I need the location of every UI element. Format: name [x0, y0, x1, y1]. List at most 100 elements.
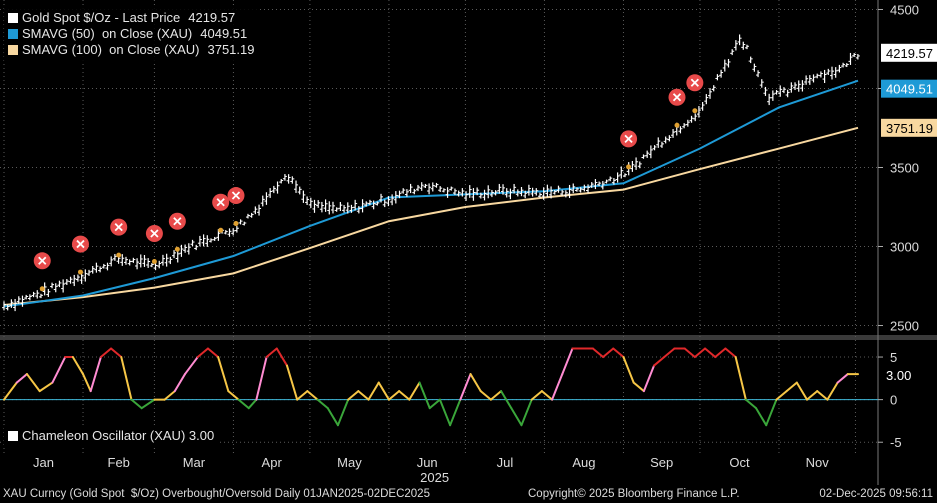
oscillator-segment	[82, 373, 92, 393]
oscillator-segment	[510, 407, 523, 427]
signal-dot	[692, 108, 698, 114]
signal-marker-cross	[231, 191, 241, 200]
oscillator-segment	[755, 407, 768, 427]
oscillator-segment	[663, 347, 676, 359]
oscillator-segment	[765, 398, 778, 427]
x-tick-label: Apr	[262, 455, 283, 470]
oscillator-legend-label: Chameleon Oscillator (XAU) 3.00	[22, 428, 215, 443]
oscillator-segment	[632, 381, 645, 393]
oscillator-segment	[183, 356, 199, 376]
signal-marker-cross	[624, 134, 633, 144]
signal-marker-cross	[150, 229, 159, 238]
signal-dot	[218, 227, 224, 233]
oscillator-segment	[489, 390, 503, 401]
oscillator-segment	[285, 364, 299, 401]
oscillator-segment	[140, 398, 156, 410]
panel-separator	[0, 335, 937, 340]
oscillator-segment	[89, 356, 102, 393]
osc-y-tick-label: 0	[890, 393, 897, 408]
signal-dot	[39, 286, 45, 292]
oscillator-segment	[38, 381, 54, 393]
oscillator-segment	[795, 381, 809, 401]
oscillator-segment	[387, 390, 401, 401]
footer-bar: XAU Curncy (Gold Spot $/Oz) Overbought/O…	[0, 485, 937, 503]
oscillator-segment	[683, 347, 696, 359]
x-tick-label: Feb	[108, 455, 130, 470]
x-tick-label: Jan	[33, 455, 54, 470]
footer-timestamp: 02-Dec-2025 09:56:11	[819, 488, 933, 500]
legend-swatch-price	[8, 13, 18, 23]
oscillator-segment	[377, 381, 390, 401]
last-price-label: 4219.57	[886, 46, 933, 61]
oscillator-segment	[130, 398, 143, 410]
signal-marker-cross	[114, 223, 123, 232]
legend-entry-price: Gold Spot $/Oz - Last Price 4219.57	[8, 10, 254, 26]
oscillator-segment	[816, 390, 829, 401]
oscillator-segment	[591, 347, 605, 359]
oscillator-segment	[734, 356, 747, 401]
oscillator-segment	[806, 390, 819, 401]
oscillator-segment	[418, 381, 431, 410]
oscillator-segment	[326, 407, 339, 427]
signal-dot	[626, 164, 632, 170]
oscillator-segment	[25, 373, 41, 393]
oscillator-segment	[428, 398, 441, 410]
oscillator-segment	[408, 381, 421, 401]
y-tick-label: 2500	[890, 319, 919, 334]
oscillator-segment	[836, 373, 849, 384]
signal-dot	[233, 221, 239, 227]
x-tick-label: Sep	[650, 455, 673, 470]
y-tick-label: 4500	[890, 2, 919, 17]
oscillator-segment	[296, 390, 309, 401]
oscillator-segment	[15, 373, 28, 384]
signal-marker-cross	[672, 93, 682, 102]
oscillator-segment	[500, 390, 513, 410]
oscillator-segment	[622, 356, 635, 384]
signal-marker-cross	[173, 217, 182, 226]
oscillator-segment	[357, 390, 370, 401]
oscillator-segment	[693, 347, 707, 359]
oscillator-segment	[714, 347, 727, 359]
x-tick-label: Oct	[729, 455, 750, 470]
x-tick-label: Aug	[572, 455, 595, 470]
last-sma50-label: 4049.51	[886, 82, 933, 97]
oscillator-segment	[3, 381, 18, 401]
legend-swatch-sma50	[8, 29, 18, 39]
legend-value-sma100: 3751.19	[207, 42, 255, 57]
oscillator-segment	[51, 356, 67, 384]
oscillator-segment	[71, 356, 85, 376]
signal-dot	[174, 246, 180, 252]
oscillator-segment	[163, 390, 176, 401]
osc-y-tick-label: 5	[890, 350, 897, 365]
oscillator-segment	[367, 381, 380, 401]
oscillator-segment	[247, 398, 258, 410]
oscillator-segment	[775, 390, 788, 401]
y-tick-label: 3000	[890, 240, 919, 255]
sma50-line	[3, 79, 859, 308]
oscillator-segment	[642, 364, 656, 393]
y-tick-label: 3500	[890, 161, 919, 176]
legend-value-price: 4219.57	[188, 10, 236, 25]
signal-dot	[151, 258, 157, 264]
last-sma100-label-bg	[881, 118, 937, 137]
oscillator-segment	[398, 390, 411, 401]
oscillator-segment	[347, 390, 360, 401]
osc-y-tick-label: -5	[890, 435, 902, 450]
oscillator-segment	[227, 390, 240, 401]
signal-dot	[77, 269, 83, 275]
oscillator-segment	[217, 356, 230, 393]
oscillator-legend: Chameleon Oscillator (XAU) 3.00	[4, 426, 219, 445]
oscillator-segment	[110, 347, 123, 359]
x-tick-label: Jul	[497, 455, 514, 470]
legend-label-price: Gold Spot $/Oz - Last Price	[22, 10, 181, 25]
x-year-label: 2025	[420, 470, 449, 485]
oscillator-segment	[275, 347, 288, 367]
last-oscillator-label-bg	[881, 366, 937, 385]
footer-copyright: Copyright© 2025 Bloomberg Finance L.P.	[528, 488, 740, 500]
legend-entry-sma50: SMAVG (50) on Close (XAU) 4049.51	[8, 26, 254, 42]
signal-marker-cross	[38, 256, 47, 265]
x-tick-label: Nov	[806, 455, 830, 470]
last-sma100-label: 3751.19	[886, 121, 933, 136]
x-tick-label: Jun	[417, 455, 438, 470]
